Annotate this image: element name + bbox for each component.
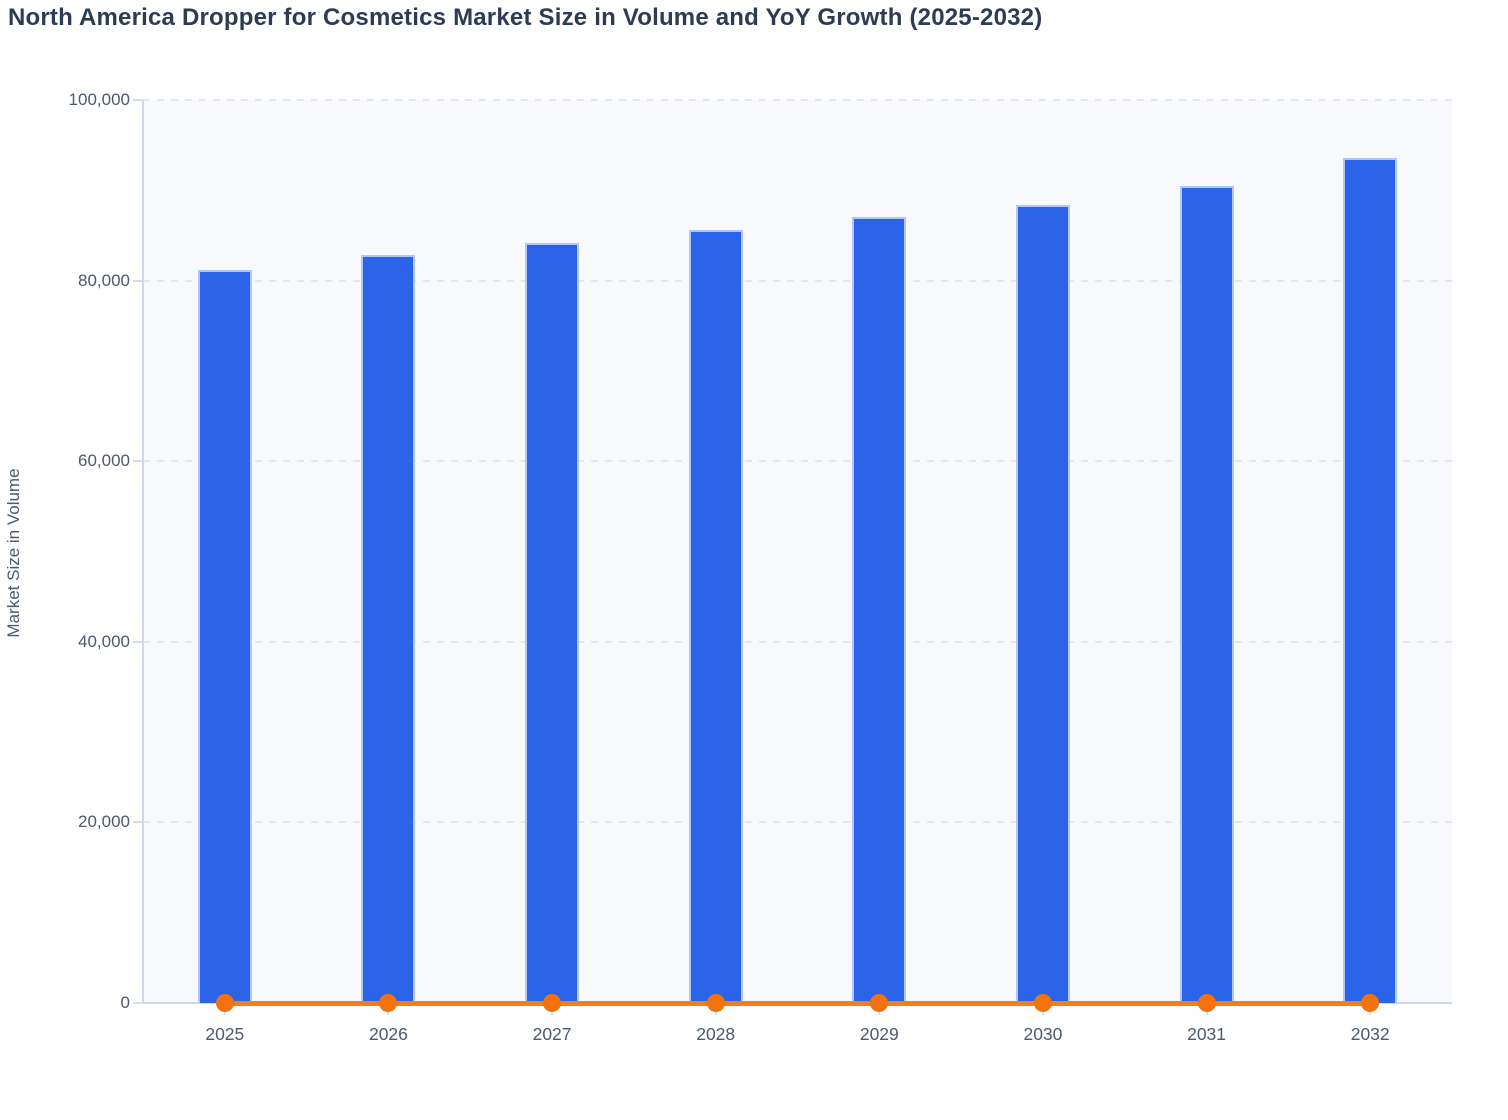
y-tick-label: 60,000 [78,451,130,471]
y-axis-tick [133,279,143,282]
gridline-100000 [143,99,1452,101]
x-tick-label-2028: 2028 [696,1024,736,1044]
y-axis-title: Market Size in Volume [4,468,23,638]
bar-2030[interactable] [1015,204,1070,1003]
x-tick-label-2032: 2032 [1350,1024,1390,1044]
x-tick-label-2029: 2029 [859,1024,899,1044]
y-tick-label: 20,000 [78,812,130,832]
y-axis-tick [133,460,143,463]
gridline-60000 [143,460,1452,463]
bar-2029[interactable] [852,217,907,1003]
x-tick-label-2026: 2026 [368,1024,408,1044]
y-axis-line [142,100,144,1003]
y-axis-tick [133,99,143,101]
bar-2031[interactable] [1179,185,1234,1003]
yoy-marker-2032[interactable] [1361,994,1380,1012]
yoy-marker-2027[interactable] [543,994,562,1012]
x-tick-label-2027: 2027 [532,1024,572,1044]
plot-area [143,100,1452,1003]
bar-2032[interactable] [1343,157,1398,1003]
bar-2025[interactable] [197,269,252,1003]
yoy-marker-2030[interactable] [1033,994,1052,1012]
yoy-marker-2028[interactable] [706,994,725,1012]
y-tick-label: 0 [120,993,130,1012]
bar-2026[interactable] [361,255,416,1003]
y-axis-tick [133,640,143,643]
chart-title: North America Dropper for Cosmetics Mark… [8,4,1043,31]
x-tick-label-2025: 2025 [205,1024,245,1044]
bar-2028[interactable] [688,230,743,1003]
y-axis-tick [133,821,143,824]
yoy-marker-2031[interactable] [1197,994,1216,1012]
gridline-80000 [143,279,1452,282]
y-axis-tick [133,1002,143,1004]
y-tick-label: 80,000 [78,270,130,290]
y-tick-label: 40,000 [78,631,130,651]
x-tick-label-2030: 2030 [1023,1024,1063,1044]
bar-2027[interactable] [525,242,580,1003]
gridline-40000 [143,640,1452,643]
yoy-growth-line[interactable] [224,1000,1371,1006]
gridline-20000 [143,821,1452,824]
x-tick-label-2031: 2031 [1187,1024,1227,1044]
yoy-marker-2029[interactable] [870,994,889,1012]
yoy-marker-2026[interactable] [379,994,398,1012]
y-tick-label: 100,000 [68,90,130,109]
yoy-marker-2025[interactable] [215,994,234,1012]
